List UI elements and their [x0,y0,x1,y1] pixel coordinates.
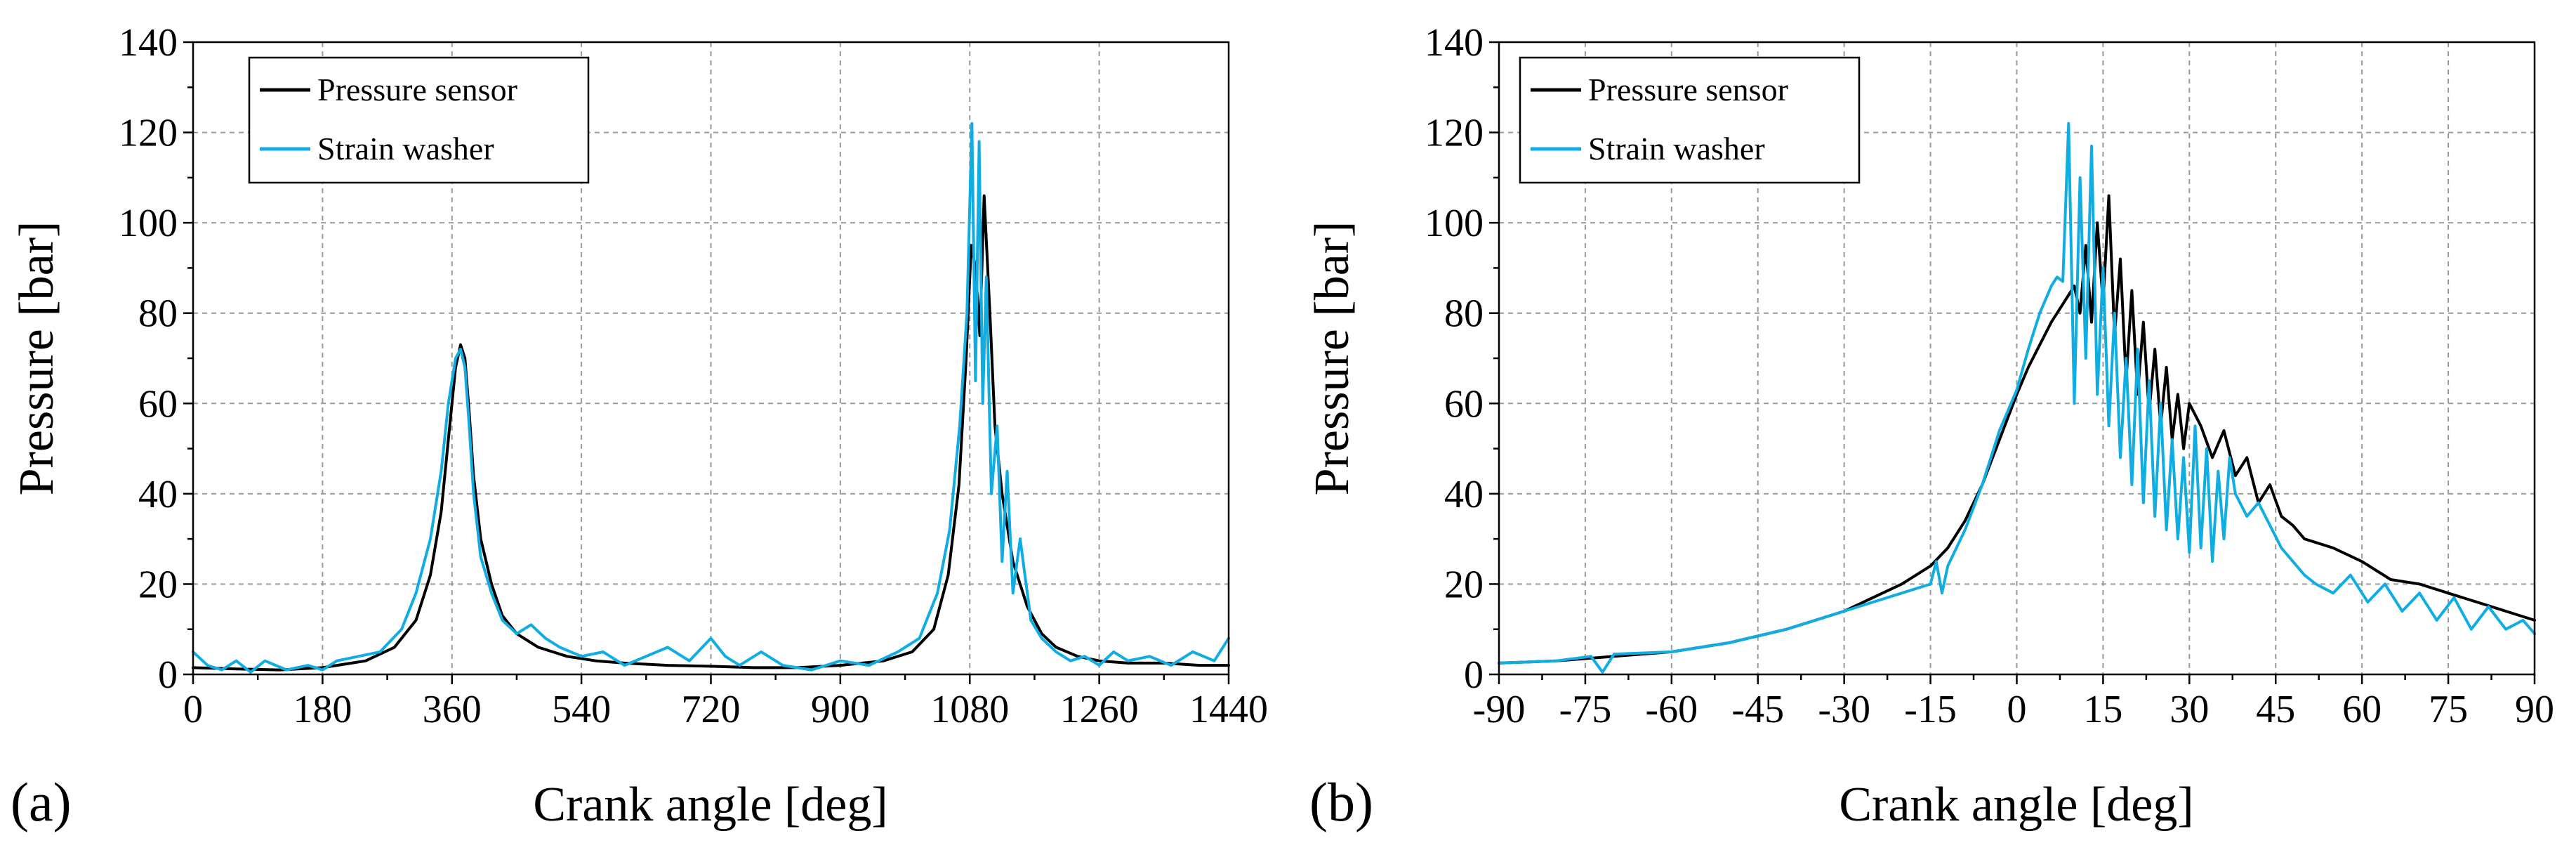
panel-b-ytick-label: 140 [1425,21,1484,65]
panel-b-legend-box [1519,56,1861,184]
panel-a-ticks: 0 180 360 540 720 900 1080 1260 1440 0 20 40 60 80 100… [119,21,1268,731]
panel-a-legend-label-pressure: Pressure sensor [317,72,517,107]
panel-a-xtick-label: 900 [811,688,870,731]
panel-b-ytick-label: 40 [1444,473,1484,516]
panel-a-ytick-label: 80 [138,292,178,336]
panel-b-ytick-label: 120 [1425,112,1484,155]
panel-b-xtick-label: -45 [1731,688,1784,731]
panel-b-ytick-label: 100 [1425,202,1484,245]
panel-a-xtick-label: 720 [682,688,741,731]
panel-a-legend-label-strain: Strain washer [317,131,494,166]
panel-b-label: (b) [1309,771,1373,832]
panel-b-ytick-label: 0 [1464,653,1484,697]
panel-a-series-pressure-sensor [192,194,1230,672]
panel-a-legend-box [248,56,590,184]
panel-b-ytick-label: 80 [1444,292,1484,336]
panel-a-ytick-label: 20 [138,563,178,606]
panel-b-xtick-label: 30 [2169,688,2209,731]
panel-a-ytick-label: 0 [158,653,178,697]
panel-b-xtick-label: -30 [1818,688,1870,731]
panel-a-xlabel: Crank angle [deg] [533,778,887,832]
panel-b-ticks: -90 -75 -60 -45 -30 -15 0 15 30 45 60 75 90 0 20 40 60 80… [1425,21,2554,731]
panel-a-xtick-label: 1080 [930,688,1009,731]
panel-a-label: (a) [11,771,72,832]
panel-b-ytick-label: 20 [1444,563,1484,606]
panel-a-ytick-label: 40 [138,473,178,516]
panel-a-series-strain-washer [192,122,1230,674]
panel-b-series [1498,122,2536,674]
panel-b-xtick-label: 60 [2342,688,2382,731]
panel-b-ytick-label: 60 [1444,382,1484,426]
panel-a-ylabel: Pressure [bar] [10,221,64,496]
panel-a-ytick-label: 60 [138,382,178,426]
panel-b-xtick-label: -15 [1904,688,1957,731]
panel-a-ytick-label: 100 [119,202,178,245]
panel-b-legend-label-strain: Strain washer [1588,131,1765,166]
panel-a-legend: Pressure sensor Strain washer [248,56,590,184]
panel-b-series-strain-washer [1498,122,2536,674]
panel-b-xlabel: Crank angle [deg] [1839,778,2193,832]
panel-a-xtick-label: 360 [423,688,482,731]
panel-b-xtick-label: 0 [2007,688,2027,731]
panel-b-xtick-label: -60 [1646,688,1698,731]
panel-b-xtick-label: 45 [2256,688,2295,731]
panel-b-xtick-label: -75 [1559,688,1612,731]
panel-a-xtick-label: 540 [552,688,611,731]
panel-a-xtick-label: 180 [293,688,352,731]
panel-a-ytick-label: 140 [119,21,178,65]
panel-b-xtick-label: 75 [2429,688,2468,731]
panel-a-xtick-label: 0 [183,688,203,731]
panel-b-xtick-label: 90 [2515,688,2554,731]
panel-a-series [192,122,1230,674]
panel-b-legend-label-pressure: Pressure sensor [1588,72,1788,107]
panel-b-ylabel: Pressure [bar] [1305,221,1359,496]
panel-a-xtick-label: 1440 [1189,688,1268,731]
panel-a: 0 180 360 540 720 900 1080 1260 1440 0 20 40 60 80 100… [10,21,1268,832]
panel-b: -90 -75 -60 -45 -30 -15 0 15 30 45 60 75 90 0 20 40 60 80… [1305,21,2554,832]
panel-a-xtick-label: 1260 [1060,688,1139,731]
panel-a-ytick-label: 120 [119,112,178,155]
panel-b-legend: Pressure sensor Strain washer [1519,56,1861,184]
panel-b-xtick-label: -90 [1473,688,1526,731]
panel-b-xtick-label: 15 [2083,688,2122,731]
